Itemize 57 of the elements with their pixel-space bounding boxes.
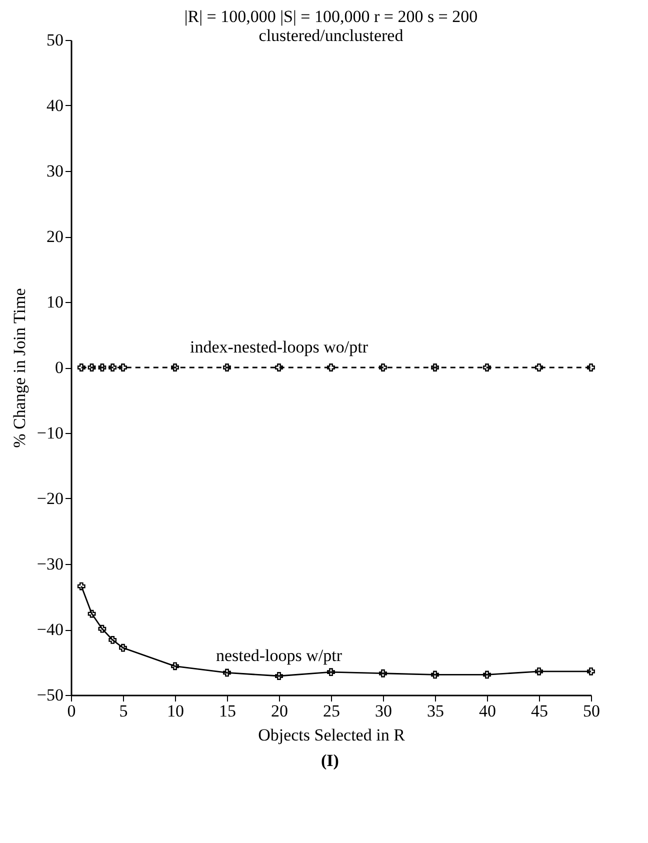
point [275, 364, 283, 372]
point [98, 624, 106, 633]
x-tick-label: 15 [219, 702, 236, 720]
text: (I) [320, 751, 340, 771]
x-tick-label: 20 [271, 702, 288, 720]
y-tick-label: −40 [36, 620, 64, 639]
chart-title: |R| = 100,000 |S| = 100,000 r = 200 s = 200 [184, 7, 478, 26]
x-tick-label: 45 [531, 702, 548, 720]
x-tick-label: 40 [479, 702, 496, 720]
x-tick-label: 10 [167, 702, 184, 720]
series-label: nested-loops w/ptr [216, 646, 342, 666]
x-tick-label: 35 [427, 702, 444, 720]
point [327, 364, 335, 372]
point [431, 364, 439, 372]
x-axis-title: Objects Selected in R [258, 726, 406, 744]
y-tick-label: −10 [36, 424, 64, 442]
point [171, 662, 179, 670]
y-tick-label: −50 [36, 686, 64, 704]
point [108, 636, 117, 644]
y-tick-label: 30 [46, 162, 64, 180]
point [275, 672, 283, 680]
x-tick-label: 5 [119, 702, 128, 720]
point [77, 582, 86, 590]
point [88, 364, 96, 372]
point [431, 670, 439, 679]
point [171, 364, 179, 372]
point [535, 667, 543, 676]
point [119, 644, 127, 652]
point [587, 667, 595, 676]
point [77, 364, 86, 372]
point [379, 364, 387, 372]
y-tick-label: −20 [36, 489, 64, 508]
point [327, 668, 335, 676]
y-tick-label: 50 [46, 30, 64, 50]
y-tick-label: −30 [36, 554, 64, 574]
point [98, 364, 106, 372]
y-tick-label: 10 [46, 292, 64, 312]
y-tick-label: 20 [46, 227, 64, 246]
point [223, 364, 231, 372]
point [587, 364, 595, 372]
y-axis-title: % Change in Join Time [10, 288, 29, 448]
point [119, 364, 127, 372]
point [483, 670, 491, 679]
point [88, 610, 96, 618]
x-tick-label: 50 [583, 702, 600, 720]
point [108, 364, 117, 372]
chart-subtitle: clustered/unclustered [258, 26, 404, 45]
x-tick-label: 25 [323, 702, 340, 720]
point [483, 364, 491, 372]
series-label: index-nested-loops wo/ptr [190, 338, 368, 356]
point [535, 364, 543, 372]
y-tick-label: 40 [46, 96, 64, 115]
y-tick-label: 0 [55, 358, 64, 377]
point [223, 668, 231, 677]
x-tick-label: 0 [67, 702, 76, 720]
x-tick-label: 30 [375, 702, 392, 720]
point [379, 669, 387, 678]
